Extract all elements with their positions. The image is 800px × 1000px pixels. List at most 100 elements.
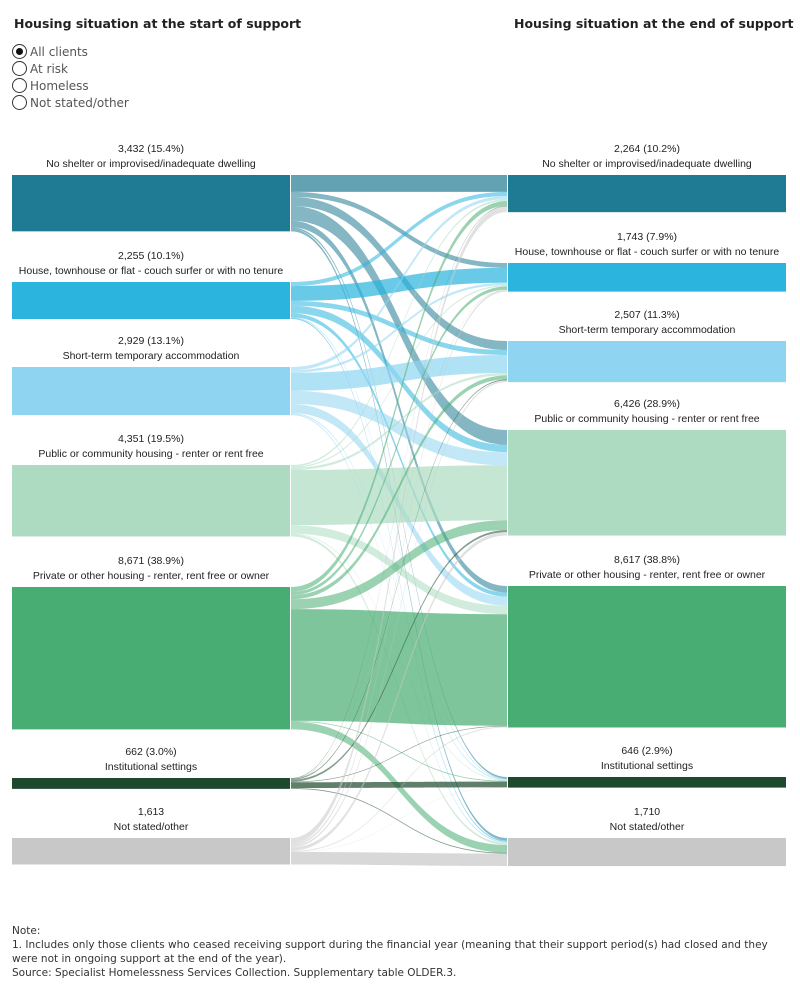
- flow-2-to-5[interactable]: [291, 412, 507, 781]
- filter-option-homeless[interactable]: Homeless: [12, 77, 129, 94]
- radio-unselected-icon[interactable]: [12, 61, 27, 76]
- start-node-3[interactable]: [12, 465, 290, 537]
- start-node-value-label: 3,432 (15.4%): [118, 143, 184, 155]
- filter-option-not-stated[interactable]: Not stated/other: [12, 94, 129, 111]
- flow-5-to-5[interactable]: [291, 781, 507, 789]
- flow-5-to-2[interactable]: [291, 379, 507, 780]
- sankey-nodes: [12, 175, 786, 867]
- flow-3-to-4[interactable]: [291, 525, 507, 615]
- flow-5-to-3[interactable]: [291, 530, 507, 782]
- end-node-category-label: No shelter or improvised/inadequate dwel…: [542, 158, 752, 170]
- end-support-heading: Housing situation at the end of support: [514, 16, 794, 31]
- flow-0-to-0[interactable]: [291, 175, 507, 192]
- end-node-category-label: Not stated/other: [610, 821, 685, 833]
- radio-selected-icon[interactable]: [12, 44, 27, 59]
- end-node-6[interactable]: [508, 838, 786, 867]
- filter-option-label: All clients: [30, 44, 88, 59]
- start-node-category-label: Institutional settings: [105, 761, 197, 773]
- flow-4-to-1[interactable]: [291, 286, 507, 596]
- end-node-0[interactable]: [508, 175, 786, 213]
- end-node-value-label: 2,507 (11.3%): [614, 309, 679, 321]
- flow-2-to-2[interactable]: [291, 354, 507, 391]
- start-node-category-label: Public or community housing - renter or …: [38, 448, 263, 460]
- flow-1-to-4[interactable]: [291, 313, 507, 597]
- flow-6-to-5[interactable]: [291, 787, 507, 853]
- flow-4-to-2[interactable]: [291, 375, 507, 600]
- start-node-value-label: 2,929 (13.1%): [118, 335, 184, 347]
- end-node-category-label: Private or other housing - renter, rent …: [529, 569, 766, 581]
- sankey-flows: [291, 175, 507, 867]
- flow-1-to-0[interactable]: [291, 191, 507, 287]
- flow-6-to-6[interactable]: [291, 852, 507, 867]
- start-node-0[interactable]: [12, 175, 290, 232]
- flow-0-to-1[interactable]: [291, 191, 507, 268]
- footnote: Note: 1. Includes only those clients who…: [12, 924, 792, 980]
- start-node-value-label: 662 (3.0%): [125, 746, 176, 758]
- start-node-1[interactable]: [12, 282, 290, 320]
- note-item-1: 1. Includes only those clients who cease…: [12, 939, 768, 965]
- sankey-labels: 3,432 (15.4%) No shelter or improvised/in…: [19, 143, 780, 833]
- flow-2-to-0[interactable]: [291, 196, 507, 371]
- end-node-value-label: 6,426 (28.9%): [614, 398, 680, 410]
- flow-5-to-0[interactable]: [291, 205, 507, 779]
- flow-5-to-6[interactable]: [291, 788, 507, 854]
- start-node-category-label: House, townhouse or flat - couch surfer …: [19, 265, 284, 277]
- end-node-category-label: Short-term temporary accommodation: [559, 324, 736, 336]
- start-node-category-label: Private or other housing - renter, rent …: [33, 570, 270, 582]
- end-node-value-label: 1,743 (7.9%): [617, 231, 677, 243]
- start-node-5[interactable]: [12, 778, 290, 789]
- end-node-value-label: 646 (2.9%): [621, 745, 672, 757]
- start-node-category-label: Short-term temporary accommodation: [63, 350, 240, 362]
- end-node-3[interactable]: [508, 430, 786, 536]
- end-node-category-label: House, townhouse or flat - couch surfer …: [515, 246, 780, 258]
- filter-option-at-risk[interactable]: At risk: [12, 60, 129, 77]
- flow-6-to-2[interactable]: [291, 380, 507, 848]
- start-node-2[interactable]: [12, 367, 290, 416]
- start-node-category-label: No shelter or improvised/inadequate dwel…: [46, 158, 256, 170]
- radio-unselected-icon[interactable]: [12, 78, 27, 93]
- start-support-heading: Housing situation at the start of suppor…: [14, 16, 302, 31]
- flow-4-to-3[interactable]: [291, 520, 507, 610]
- flow-6-to-0[interactable]: [291, 206, 507, 844]
- end-node-value-label: 8,617 (38.8%): [614, 554, 680, 566]
- flow-0-to-3[interactable]: [291, 205, 507, 445]
- flow-3-to-2[interactable]: [291, 373, 507, 471]
- flow-5-to-4[interactable]: [291, 725, 507, 783]
- flow-2-to-3[interactable]: [291, 390, 507, 466]
- source-note: Source: Specialist Homelessness Services…: [12, 967, 457, 979]
- filter-option-label: Not stated/other: [30, 95, 129, 110]
- flow-6-to-1[interactable]: [291, 289, 507, 846]
- flow-3-to-3[interactable]: [291, 465, 507, 526]
- flow-0-to-6[interactable]: [291, 228, 507, 841]
- housing-sankey-chart: 3,432 (15.4%) No shelter or improvised/in…: [12, 143, 786, 867]
- flow-4-to-4[interactable]: [291, 609, 507, 726]
- flow-4-to-0[interactable]: [291, 200, 507, 592]
- filter-option-label: Homeless: [30, 78, 89, 93]
- end-node-5[interactable]: [508, 777, 786, 788]
- end-node-value-label: 2,264 (10.2%): [614, 143, 680, 155]
- flow-5-to-1[interactable]: [291, 289, 507, 779]
- flow-2-to-1[interactable]: [291, 282, 507, 373]
- end-node-4[interactable]: [508, 586, 786, 728]
- start-node-value-label: 1,613: [138, 806, 164, 818]
- end-node-category-label: Institutional settings: [601, 760, 693, 772]
- flow-0-to-2[interactable]: [291, 196, 507, 351]
- flow-3-to-0[interactable]: [291, 199, 507, 467]
- flow-6-to-3[interactable]: [291, 532, 507, 851]
- start-node-6[interactable]: [12, 838, 290, 865]
- end-node-2[interactable]: [508, 341, 786, 383]
- flow-6-to-4[interactable]: [291, 726, 507, 852]
- flow-4-to-5[interactable]: [291, 720, 507, 782]
- start-node-4[interactable]: [12, 587, 290, 730]
- start-node-value-label: 2,255 (10.1%): [118, 250, 184, 262]
- flow-1-to-5[interactable]: [291, 317, 507, 780]
- start-node-value-label: 8,671 (38.9%): [118, 555, 184, 567]
- end-node-value-label: 1,710: [634, 806, 660, 818]
- start-node-value-label: 4,351 (19.5%): [118, 433, 184, 445]
- flow-0-to-4[interactable]: [291, 220, 507, 593]
- filter-option-all-clients[interactable]: All clients: [12, 43, 129, 60]
- flow-3-to-1[interactable]: [291, 285, 507, 468]
- end-node-1[interactable]: [508, 263, 786, 292]
- filter-option-label: At risk: [30, 61, 68, 76]
- radio-unselected-icon[interactable]: [12, 95, 27, 110]
